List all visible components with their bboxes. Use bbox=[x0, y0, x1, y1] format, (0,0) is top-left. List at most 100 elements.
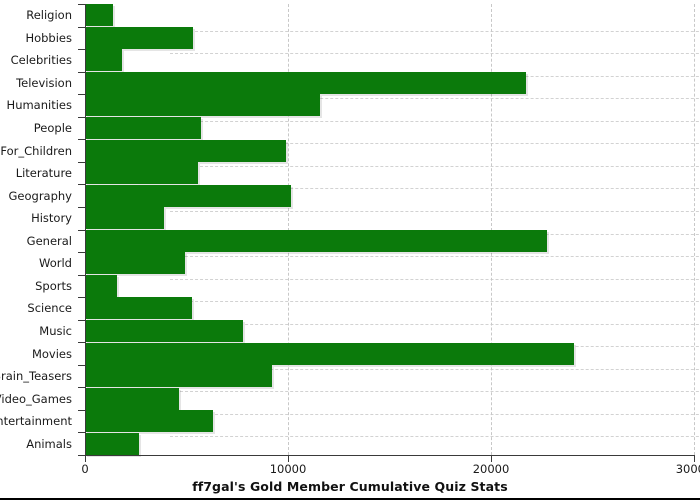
bar-row bbox=[85, 27, 694, 49]
gridline-y bbox=[170, 188, 700, 190]
gridline-y bbox=[170, 30, 700, 32]
y-axis-label-music: Music bbox=[39, 323, 72, 338]
bar-row bbox=[85, 207, 694, 229]
y-tick bbox=[78, 4, 86, 5]
bar-music[interactable] bbox=[85, 320, 243, 342]
y-tick bbox=[78, 365, 86, 366]
y-tick bbox=[78, 387, 86, 388]
bar-row bbox=[85, 320, 694, 342]
y-tick bbox=[78, 252, 86, 253]
y-axis-label-geography: Geography bbox=[8, 188, 73, 203]
y-axis-label-general: General bbox=[26, 233, 72, 248]
bar-celebrities[interactable] bbox=[85, 49, 122, 71]
gridline-y bbox=[170, 301, 700, 303]
bar-people[interactable] bbox=[85, 117, 201, 139]
y-tick bbox=[78, 162, 86, 163]
bar-row bbox=[85, 365, 694, 387]
bar-row bbox=[85, 252, 694, 274]
y-axis-label-religion: Religion bbox=[26, 8, 72, 23]
y-tick bbox=[78, 94, 86, 95]
gridline-y bbox=[170, 413, 700, 415]
y-tick bbox=[78, 207, 86, 208]
y-axis-label-hobbies: Hobbies bbox=[25, 30, 72, 45]
x-tick-0 bbox=[85, 455, 86, 462]
bar-row bbox=[85, 433, 694, 455]
y-tick bbox=[78, 184, 86, 185]
bar-video_games[interactable] bbox=[85, 388, 179, 410]
y-tick bbox=[78, 320, 86, 321]
chart-title: ff7gal's Gold Member Cumulative Quiz Sta… bbox=[192, 479, 508, 494]
y-tick bbox=[78, 432, 86, 433]
y-axis-label-people: People bbox=[33, 121, 72, 136]
gridline-y bbox=[170, 53, 700, 55]
y-tick bbox=[78, 230, 86, 231]
bar-television[interactable] bbox=[85, 72, 526, 94]
x-tick-10000 bbox=[288, 455, 289, 462]
y-tick bbox=[78, 49, 86, 50]
y-axis-label-video_games: Video_Games bbox=[0, 391, 72, 406]
gridline-x-20000 bbox=[491, 4, 492, 455]
bar-row bbox=[85, 388, 694, 410]
y-tick bbox=[78, 72, 86, 73]
bar-for_children[interactable] bbox=[85, 140, 286, 162]
y-axis-label-sports: Sports bbox=[35, 278, 72, 293]
y-axis-label-brain_teasers: Brain_Teasers bbox=[0, 369, 72, 384]
x-axis-label-20000: 20000 bbox=[472, 462, 510, 476]
y-axis-label-movies: Movies bbox=[31, 346, 72, 361]
y-tick bbox=[78, 117, 86, 118]
bar-row bbox=[85, 72, 694, 94]
bar-humanities[interactable] bbox=[85, 94, 320, 116]
x-axis-line bbox=[85, 455, 695, 456]
x-tick-20000 bbox=[491, 455, 492, 462]
gridline-y bbox=[170, 165, 700, 167]
gridline-y bbox=[170, 210, 700, 212]
bar-animals[interactable] bbox=[85, 433, 139, 455]
bar-geography[interactable] bbox=[85, 185, 291, 207]
y-axis-label-for_children: For_Children bbox=[0, 143, 72, 158]
gridline-x-30000 bbox=[694, 4, 695, 455]
bar-sports[interactable] bbox=[85, 275, 117, 297]
gridline-x-10000 bbox=[288, 4, 289, 455]
y-axis-label-entertainment: Entertainment bbox=[0, 414, 72, 429]
x-axis-label-0: 0 bbox=[81, 462, 89, 476]
gridline-y bbox=[170, 368, 700, 370]
y-axis-label-science: Science bbox=[27, 301, 72, 316]
bar-row bbox=[85, 185, 694, 207]
gridline-y bbox=[170, 323, 700, 325]
bar-row bbox=[85, 94, 694, 116]
y-tick bbox=[78, 410, 86, 411]
y-axis-label-humanities: Humanities bbox=[6, 98, 72, 113]
gridline-y bbox=[170, 143, 700, 145]
bar-row bbox=[85, 297, 694, 319]
x-axis-label-30000: 30000 bbox=[675, 462, 700, 476]
y-tick bbox=[78, 342, 86, 343]
y-tick bbox=[78, 139, 86, 140]
y-tick bbox=[78, 275, 86, 276]
bar-brain_teasers[interactable] bbox=[85, 365, 272, 387]
gridline-y bbox=[170, 120, 700, 122]
bar-literature[interactable] bbox=[85, 162, 198, 184]
bar-row bbox=[85, 162, 694, 184]
bar-history[interactable] bbox=[85, 207, 164, 229]
window-bottom-border bbox=[0, 498, 700, 500]
bar-general[interactable] bbox=[85, 230, 547, 252]
bar-row bbox=[85, 410, 694, 432]
y-tick bbox=[78, 297, 86, 298]
bar-religion[interactable] bbox=[85, 4, 113, 26]
bar-row bbox=[85, 4, 694, 26]
bar-row bbox=[85, 49, 694, 71]
x-tick-30000 bbox=[694, 455, 695, 462]
y-axis-label-television: Television bbox=[16, 75, 72, 90]
bar-row bbox=[85, 230, 694, 252]
gridline-y bbox=[170, 436, 700, 438]
bar-row bbox=[85, 343, 694, 365]
bar-entertainment[interactable] bbox=[85, 410, 213, 432]
bar-hobbies[interactable] bbox=[85, 27, 193, 49]
bar-movies[interactable] bbox=[85, 343, 574, 365]
bar-world[interactable] bbox=[85, 252, 185, 274]
y-axis-label-celebrities: Celebrities bbox=[10, 53, 72, 68]
bar-science[interactable] bbox=[85, 297, 192, 319]
gridline-y bbox=[170, 391, 700, 393]
y-tick bbox=[78, 27, 86, 28]
